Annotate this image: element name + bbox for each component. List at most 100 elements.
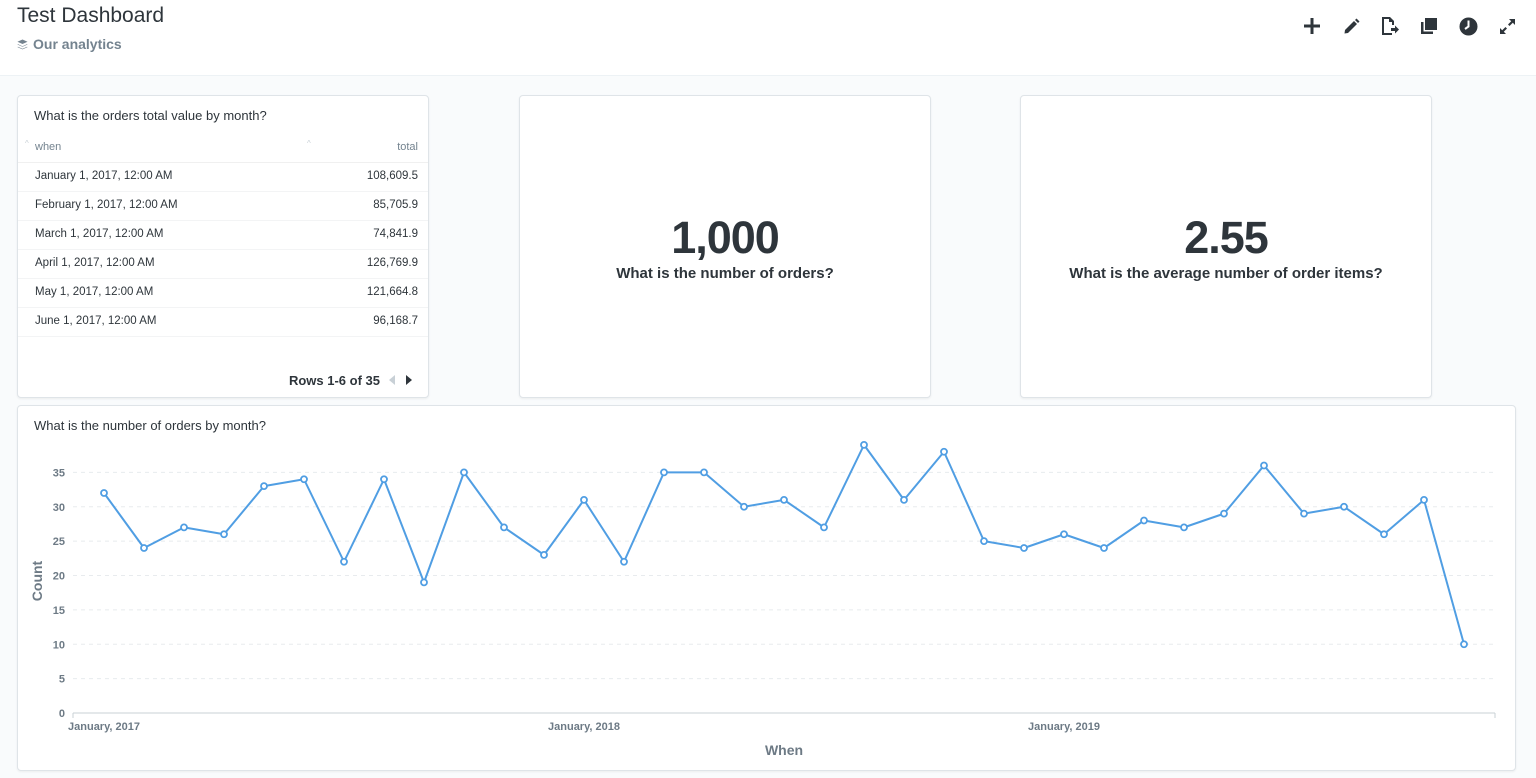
table-row: June 1, 2017, 12:00 AM 96,168.7: [18, 308, 428, 337]
table-row: January 1, 2017, 12:00 AM 108,609.5: [18, 163, 428, 192]
sort-arrow-icon: ^: [307, 139, 311, 148]
data-point: [900, 495, 908, 504]
data-point: [820, 523, 828, 532]
data-point: [660, 468, 668, 477]
table-row: March 1, 2017, 12:00 AM 74,841.9: [18, 221, 428, 250]
data-point: [1300, 509, 1308, 518]
data-point: [740, 502, 748, 511]
collection-icon: [17, 38, 28, 50]
cell-total[interactable]: 121,664.8: [366, 286, 418, 298]
data-point: [1380, 530, 1388, 539]
data-point: [540, 550, 548, 559]
data-point: [940, 447, 948, 456]
cell-total[interactable]: 108,609.5: [366, 170, 418, 182]
data-point: [340, 557, 348, 566]
edit-button[interactable]: [1340, 14, 1362, 38]
data-point: [1460, 640, 1468, 649]
cell-total[interactable]: 85,705.9: [373, 199, 418, 211]
table-row: April 1, 2017, 12:00 AM 126,769.9: [18, 250, 428, 279]
data-point: [1060, 530, 1068, 539]
y-axis-label: Count: [29, 560, 45, 601]
y-tick-label: 5: [59, 674, 65, 686]
cell-when[interactable]: April 1, 2017, 12:00 AM: [35, 257, 155, 269]
clock-icon: [1459, 17, 1478, 36]
data-point: [1220, 509, 1228, 518]
pagination: Rows 1-6 of 35: [289, 373, 412, 388]
cell-total[interactable]: 96,168.7: [373, 315, 418, 327]
column-header-when[interactable]: when: [35, 141, 62, 153]
cell-total[interactable]: 74,841.9: [373, 228, 418, 240]
pencil-icon: [1343, 18, 1360, 35]
cell-when[interactable]: March 1, 2017, 12:00 AM: [35, 228, 164, 240]
orders-total-table-card: What is the orders total value by month?…: [17, 95, 429, 398]
pagination-label: Rows 1-6 of 35: [288, 373, 380, 388]
data-point: [180, 523, 188, 532]
x-tick-label: January, 2018: [548, 721, 620, 733]
y-tick-label: 30: [53, 502, 65, 514]
x-tick-label: January, 2019: [1028, 721, 1100, 733]
data-point: [140, 544, 148, 552]
card-title[interactable]: What is the orders total value by month?: [34, 108, 267, 123]
column-header-total[interactable]: total: [397, 141, 418, 153]
cell-when[interactable]: May 1, 2017, 12:00 AM: [35, 286, 154, 298]
previous-page-button[interactable]: [389, 373, 396, 388]
data-point: [580, 495, 588, 504]
scalar-value[interactable]: 1,000: [671, 212, 780, 263]
data-point: [100, 489, 108, 497]
data-point: [620, 557, 628, 566]
orders-by-month-chart-card: What is the number of orders by month? 0…: [17, 405, 1516, 771]
average-order-items-card: 2.55 What is the average number of order…: [1020, 95, 1432, 398]
data-point: [1340, 502, 1348, 511]
data-point: [1260, 461, 1268, 470]
y-tick-label: 20: [53, 571, 65, 583]
collection-name: Our analytics: [33, 36, 122, 52]
dashboard-toolbar: [1301, 14, 1518, 38]
data-point: [420, 578, 428, 587]
y-tick-label: 0: [59, 708, 65, 720]
copy-icon: [1420, 17, 1438, 35]
expand-icon: [1499, 18, 1516, 35]
sort-arrow-icon: ^: [25, 139, 29, 148]
collection-link[interactable]: Our analytics: [17, 36, 122, 52]
scalar-value[interactable]: 2.55: [1184, 212, 1269, 263]
document-arrow-icon: [1380, 16, 1400, 36]
y-tick-label: 10: [53, 639, 65, 651]
y-tick-label: 15: [53, 605, 65, 617]
fullscreen-button[interactable]: [1496, 14, 1518, 38]
table-row: February 1, 2017, 12:00 AM 85,705.9: [18, 192, 428, 221]
duplicate-button[interactable]: [1418, 14, 1440, 38]
data-point: [1100, 544, 1108, 552]
x-axis-label: When: [765, 742, 803, 758]
cell-when[interactable]: June 1, 2017, 12:00 AM: [35, 315, 157, 327]
table-row: May 1, 2017, 12:00 AM 121,664.8: [18, 279, 428, 308]
data-point: [220, 530, 228, 539]
cell-when[interactable]: January 1, 2017, 12:00 AM: [35, 170, 173, 182]
plus-icon: [1303, 17, 1321, 35]
data-point: [980, 537, 988, 546]
cell-when[interactable]: February 1, 2017, 12:00 AM: [35, 199, 178, 211]
data-point: [500, 523, 508, 532]
data-point: [380, 475, 388, 484]
data-point: [780, 495, 788, 504]
line-chart: 0 5 10 15 20 25 30 35 January, 2017 January, 2018…: [29, 440, 1496, 758]
cell-total[interactable]: 126,769.9: [366, 257, 418, 269]
next-page-button[interactable]: [405, 373, 412, 388]
y-tick-label: 35: [53, 467, 65, 479]
add-question-button[interactable]: [1301, 14, 1323, 38]
data-point: [1020, 544, 1028, 552]
scalar-title[interactable]: What is the average number of order item…: [1069, 265, 1383, 282]
scalar-title[interactable]: What is the number of orders?: [616, 265, 834, 282]
card-title[interactable]: What is the number of orders by month?: [34, 418, 266, 433]
data-point: [1420, 495, 1428, 504]
y-tick-label: 25: [53, 536, 65, 548]
auto-refresh-button[interactable]: [1457, 14, 1479, 38]
dashboard-title: Test Dashboard: [17, 4, 165, 27]
data-point: [700, 468, 708, 477]
data-point: [1180, 523, 1188, 532]
revisions-button[interactable]: [1379, 14, 1401, 38]
x-tick-label: January, 2017: [68, 721, 140, 733]
data-point: [460, 468, 468, 477]
table-header: ^ when ^ total: [18, 136, 428, 163]
data-point: [300, 475, 308, 484]
dashboard-header: Test Dashboard Our analytics: [0, 0, 1536, 76]
